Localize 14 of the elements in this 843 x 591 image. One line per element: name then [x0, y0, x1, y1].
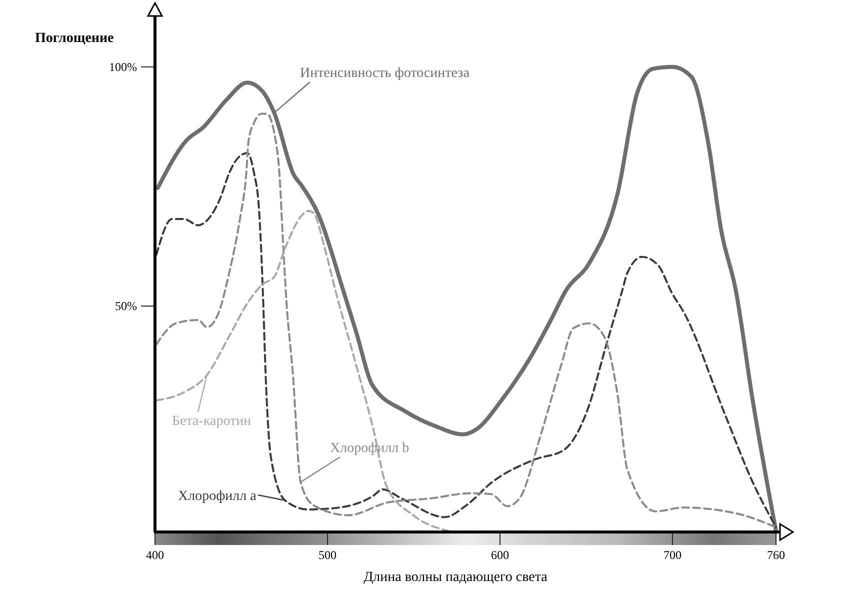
x-axis-title: Длина волны падающего света [364, 570, 548, 585]
y-axis-title: Поглощение [35, 31, 114, 46]
x-tick-label: 700 [664, 548, 682, 562]
x-tick-label: 500 [318, 548, 336, 562]
y-tick-label: 50% [115, 299, 137, 314]
series-label: Бета-каротин [172, 414, 252, 429]
y-tick-label: 100% [109, 60, 137, 74]
text: Хлорофилл b [330, 441, 410, 456]
x-tick-label: 400 [146, 548, 164, 562]
legend-label: Хлорофилл a [178, 489, 258, 504]
x-tick-label: 760 [767, 548, 785, 562]
x-tick-label: 600 [491, 548, 509, 562]
text: Интенсивность фотосинтеза [300, 66, 470, 81]
line-series [155, 210, 450, 532]
